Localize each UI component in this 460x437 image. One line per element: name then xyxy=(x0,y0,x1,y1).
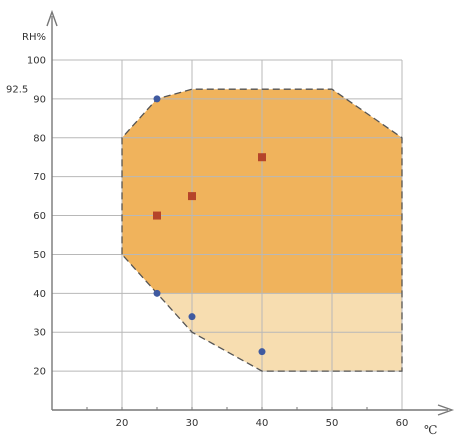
y-tick-label: 30 xyxy=(33,328,46,339)
chart-points xyxy=(153,95,266,356)
boundary-line xyxy=(121,88,403,372)
chart-tick-labels: 20 30 40 50 60 70 80 90 100 92.5 20 30 40 50 60 xyxy=(6,56,408,430)
x-axis-arrow xyxy=(437,404,455,416)
x-tick-label: 40 xyxy=(256,418,269,429)
circle-point xyxy=(153,95,161,103)
y-tick-label: 60 xyxy=(33,211,46,222)
x-axis-label: ℃ xyxy=(424,423,437,437)
chart-axes xyxy=(46,9,455,416)
y-tick-label: 90 xyxy=(33,94,46,105)
y-tick-label: 92.5 xyxy=(6,85,28,96)
x-tick-label: 50 xyxy=(326,418,339,429)
y-tick-label: 40 xyxy=(33,289,46,300)
y-axis-arrow xyxy=(46,9,58,27)
square-point xyxy=(188,192,196,201)
y-tick-label: 80 xyxy=(33,133,46,144)
square-point xyxy=(258,153,266,162)
x-tick-label: 20 xyxy=(116,418,129,429)
square-point xyxy=(153,211,161,220)
y-tick-label: 100 xyxy=(27,56,46,67)
y-tick-label: 20 xyxy=(33,367,46,378)
chart-boundary xyxy=(121,88,403,372)
y-tick-label: 50 xyxy=(33,250,46,261)
circle-point xyxy=(153,289,161,297)
circle-point xyxy=(188,313,196,321)
x-tick-label: 30 xyxy=(186,418,199,429)
circle-point xyxy=(258,348,266,356)
x-tick-label: 60 xyxy=(396,418,409,429)
chart-grid xyxy=(52,59,403,410)
y-tick-label: 70 xyxy=(33,172,46,183)
y-axis-label: RH% xyxy=(22,32,46,43)
